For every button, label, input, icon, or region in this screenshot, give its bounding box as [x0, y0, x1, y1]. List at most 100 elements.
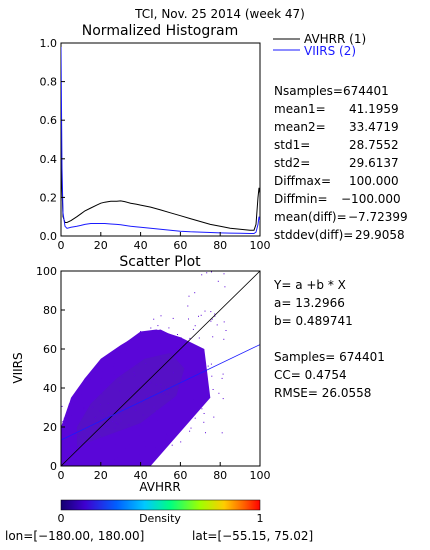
scatter-y-label: VIIRS	[11, 352, 25, 383]
scatter-point	[155, 384, 157, 386]
scatter-point	[159, 342, 161, 344]
scatter-title: Scatter Plot	[119, 254, 201, 270]
scatter-point	[82, 436, 83, 438]
scatter-point	[180, 338, 182, 340]
scatter-point	[69, 446, 71, 448]
scatter-point	[131, 429, 133, 431]
scatter-point	[76, 391, 78, 393]
scatter-point	[66, 432, 67, 434]
scatter-point	[210, 363, 212, 365]
scatter-point	[64, 451, 66, 453]
histogram-x-tick-label: 60	[173, 239, 187, 252]
scatter-point	[157, 368, 159, 370]
scatter-x-tick-label: 0	[58, 469, 65, 482]
scatter-point	[176, 339, 178, 341]
scatter-point	[212, 336, 214, 338]
scatter-point	[160, 315, 162, 317]
histogram-y-tick-label: 0.0	[40, 230, 58, 243]
scatter-point	[189, 430, 191, 432]
stat-value-meandiff: −7.72399	[348, 210, 408, 224]
scatter-point	[135, 409, 137, 411]
scatter-y-ticks: 0 20 40 60 80 100	[36, 265, 65, 473]
scatter-y-tick-label: 20	[43, 421, 57, 434]
scatter-point	[67, 444, 68, 446]
scatter-point	[133, 371, 135, 373]
stat-label-std2: std2=	[274, 156, 310, 170]
scatter-point	[94, 416, 96, 418]
scatter-point	[112, 421, 113, 422]
scatter-point	[164, 393, 166, 395]
scatter-point	[80, 449, 82, 451]
scatter-point	[194, 292, 196, 294]
scatter-point	[69, 441, 71, 443]
scatter-point	[134, 375, 136, 377]
regression-line	[61, 344, 260, 441]
scatter-point	[142, 414, 144, 416]
scatter-point	[138, 335, 140, 337]
scatter-point	[116, 457, 118, 459]
scatter-point	[214, 315, 216, 317]
scatter-y-tick-label: 40	[43, 382, 57, 395]
scatter-point	[107, 402, 109, 404]
histogram-x-tick-label: 0	[58, 239, 65, 252]
legend-label-viirs: VIIRS (2)	[304, 44, 356, 58]
scatter-lines	[61, 271, 260, 466]
scatter-point	[150, 327, 152, 329]
scatter-point	[62, 421, 64, 422]
scatter-point	[81, 394, 83, 396]
scatter-point	[124, 353, 126, 355]
scatter-point	[111, 362, 113, 364]
regression-rmse: RMSE= 26.0558	[274, 386, 371, 400]
scatter-point	[110, 357, 112, 359]
scatter-point	[119, 390, 121, 392]
scatter-point	[168, 389, 170, 391]
scatter-point	[106, 366, 108, 368]
scatter-point	[81, 442, 83, 444]
scatter-point	[102, 439, 104, 441]
scatter-point	[113, 374, 115, 376]
stat-label-std1: std1=	[274, 138, 310, 152]
scatter-point	[189, 337, 191, 339]
scatter-point	[222, 373, 224, 375]
scatter-point	[75, 454, 77, 456]
regression-b: b= 0.489741	[274, 314, 353, 328]
scatter-point	[69, 444, 71, 446]
scatter-point	[177, 334, 178, 335]
stat-value-diffmax: 100.000	[349, 174, 399, 188]
scatter-point	[211, 271, 212, 273]
stat-label-diffmin: Diffmin=	[274, 192, 328, 206]
histogram-x-ticks: 0 20 40 60 80 100	[58, 232, 271, 252]
scatter-point	[83, 407, 85, 409]
scatter-point	[95, 398, 97, 399]
scatter-point	[114, 427, 116, 429]
scatter-point	[92, 438, 94, 440]
stat-value-std1: 28.7552	[349, 138, 399, 152]
scatter-point	[144, 441, 146, 443]
scatter-point	[221, 377, 223, 379]
scatter-x-tick-label: 40	[134, 469, 148, 482]
scatter-point	[144, 381, 145, 383]
scatter-point	[151, 341, 153, 342]
scatter-density-region	[76, 352, 185, 447]
scatter-point	[196, 371, 198, 373]
scatter-point	[186, 421, 188, 423]
regression-block: Y= a +b * X a= 13.2966 b= 0.489741 Sampl…	[273, 278, 385, 400]
scatter-point	[80, 442, 82, 444]
scatter-point	[115, 443, 117, 445]
scatter-point	[160, 388, 162, 389]
scatter-point	[138, 347, 140, 349]
histogram-y-tick-label: 0.6	[40, 114, 58, 127]
stat-value-std2: 29.6137	[349, 156, 399, 170]
scatter-point	[161, 428, 163, 430]
scatter-point	[120, 420, 122, 422]
scatter-point	[129, 430, 131, 432]
scatter-point	[97, 428, 99, 430]
scatter-point	[145, 363, 147, 364]
scatter-point	[105, 439, 107, 441]
scatter-point	[155, 373, 157, 375]
scatter-point	[135, 395, 137, 397]
scatter-point	[167, 393, 169, 395]
scatter-point	[210, 320, 212, 322]
histogram-lines	[61, 46, 260, 234]
legend-label-avhrr: AVHRR (1)	[304, 32, 366, 46]
